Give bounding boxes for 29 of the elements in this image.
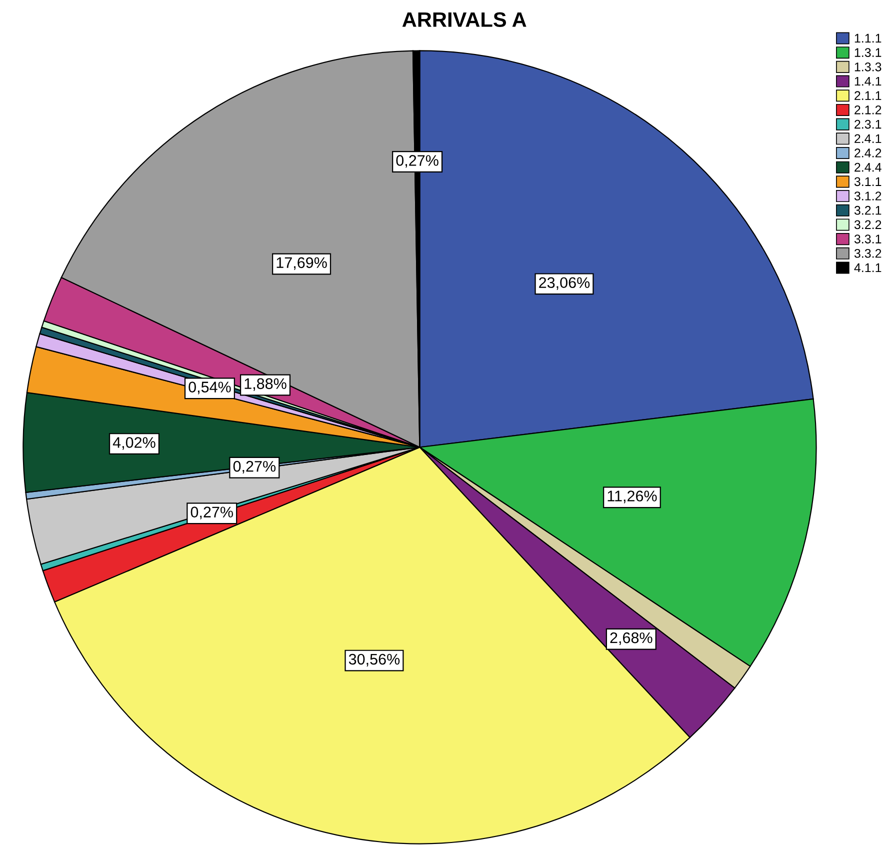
- data-label: 0,27%: [233, 460, 276, 474]
- legend-label: 4.1.1: [854, 263, 882, 272]
- data-label: 23,06%: [539, 277, 590, 290]
- legend-label: 1.3.3: [854, 62, 882, 72]
- legend-label: 3.1.1: [854, 177, 882, 186]
- data-label: 0,27%: [190, 506, 233, 520]
- data-label: 17,69%: [276, 257, 327, 270]
- legend-label: 3.1.2: [854, 192, 882, 200]
- legend-label: 1.3.1: [854, 48, 882, 57]
- legend-label: 3.2.2: [854, 220, 882, 230]
- data-label: 0,54%: [188, 382, 231, 394]
- data-label: 2,68%: [610, 632, 652, 645]
- legend-label: 3.2.1: [854, 206, 882, 215]
- chart-title: ARRIVALS A: [402, 12, 526, 27]
- legend-label: 1.1.1: [854, 34, 882, 43]
- data-label: 4,02%: [112, 437, 156, 450]
- data-label: 11,26%: [608, 490, 657, 504]
- legend-label: 2.4.4: [854, 162, 882, 172]
- legend-label: 2.3.1: [854, 120, 882, 129]
- data-label: 0,27%: [396, 155, 438, 168]
- legend-label: 2.1.2: [854, 106, 882, 114]
- data-label: 30,56%: [348, 654, 400, 666]
- data-label: 1,88%: [244, 378, 286, 391]
- legend-label: 3.3.1: [854, 234, 882, 244]
- legend-label: 2.1.1: [854, 91, 882, 100]
- legend-label: 2.4.1: [854, 134, 882, 143]
- legend-label: 2.4.2: [854, 148, 882, 158]
- legend-label: 1.4.1: [854, 76, 882, 86]
- legend-label: 3.3.2: [854, 248, 882, 258]
